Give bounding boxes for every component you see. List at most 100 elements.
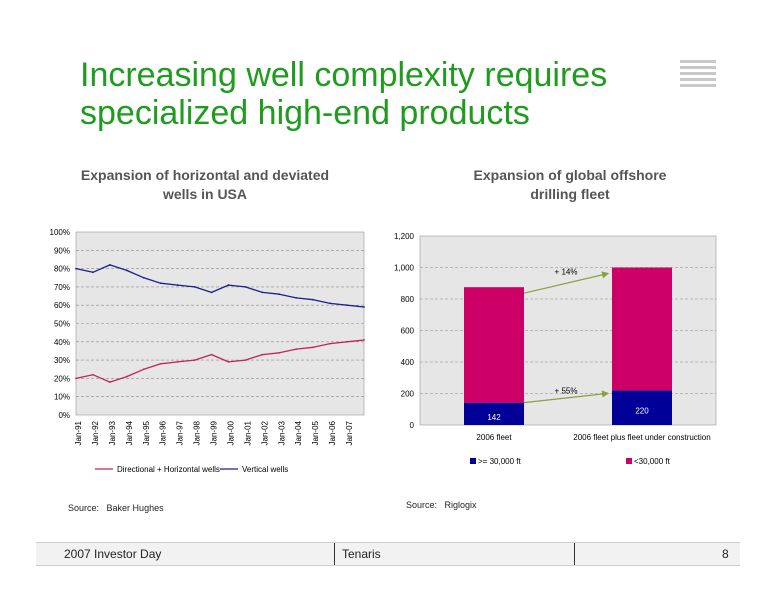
footer-company: Tenaris <box>342 547 381 561</box>
data-point <box>142 368 145 371</box>
right-source: Source: Riglogix <box>406 500 477 510</box>
right-source-label: Source: <box>406 500 438 510</box>
y-tick-label: 0 <box>410 421 415 430</box>
wells-line-chart: 0% 10% 20% 30% 40% 50% 60% 70% 80% 90% 100% Jan-91 J… <box>50 228 365 474</box>
growth-annotation: + 14% <box>555 267 578 276</box>
data-point <box>244 359 247 361</box>
plot-area <box>75 231 365 416</box>
data-point <box>176 361 179 363</box>
data-point <box>295 348 298 351</box>
data-point <box>210 353 213 356</box>
data-point <box>92 271 94 274</box>
legend-label: <30,000 ft <box>634 457 671 466</box>
footer-page-number: 8 <box>722 547 729 561</box>
x-tick-label: Jan-97 <box>176 420 185 445</box>
x-tick-label: Jan-93 <box>108 420 117 445</box>
data-point <box>176 284 179 286</box>
right-chart-title: Expansion of global offshore drilling fl… <box>420 166 720 204</box>
bar-segment-shallow <box>612 267 672 391</box>
right-chart-title-line-1: Expansion of global offshore <box>473 167 667 183</box>
left-chart-title: Expansion of horizontal and deviated wel… <box>40 166 370 204</box>
y-tick-label: 10% <box>54 393 70 402</box>
data-point <box>159 282 162 285</box>
legend-label: >= 30,000 ft <box>478 457 521 466</box>
y-tick-label: 400 <box>401 358 415 367</box>
x-tick-label: Jan-07 <box>345 420 354 445</box>
y-tick-label: 80% <box>54 265 70 274</box>
y-tick-label: 40% <box>54 338 70 347</box>
growth-annotation: + 55% <box>555 386 578 395</box>
x-tick-label: Jan-95 <box>142 420 151 445</box>
data-point <box>312 298 315 301</box>
legend-label: Vertical wells <box>242 465 288 474</box>
x-tick-label: Jan-96 <box>159 420 168 445</box>
x-tick-label: Jan-06 <box>328 420 337 445</box>
x-tick-label: Jan-91 <box>74 420 83 445</box>
y-tick-label: 600 <box>401 327 415 336</box>
data-point <box>125 375 128 378</box>
y-tick-label: 70% <box>54 283 70 292</box>
data-point <box>363 306 365 308</box>
left-source-value: Baker Hughes <box>106 503 164 513</box>
x-category-label: 2006 fleet plus fleet under construction <box>573 433 710 442</box>
data-point <box>108 264 111 266</box>
right-source-value: Riglogix <box>444 500 477 510</box>
footer-event: 2007 Investor Day <box>64 547 162 561</box>
x-tick-label: Jan-03 <box>277 420 286 445</box>
y-tick-label: 100% <box>50 228 70 237</box>
left-chart-title-line-2: wells in USA <box>162 186 248 202</box>
data-point <box>261 353 264 356</box>
data-point <box>108 381 111 383</box>
series-line-directional-horizontal <box>75 339 365 383</box>
data-point <box>142 276 145 279</box>
x-category-label: 2006 fleet <box>476 433 512 442</box>
legend-swatch <box>470 458 476 464</box>
x-tick-label: Jan-01 <box>243 420 252 445</box>
y-tick-label: 200 <box>401 390 415 399</box>
data-point <box>227 284 230 286</box>
data-point <box>75 267 77 270</box>
slide-title-line-1: Increasing well complexity requires <box>80 56 608 94</box>
logo-stripes-icon <box>680 60 716 90</box>
left-source: Source: Baker Hughes <box>68 503 164 513</box>
footer-divider <box>574 543 575 565</box>
data-point <box>125 269 128 272</box>
data-point <box>244 286 247 288</box>
growth-arrow-deep <box>523 390 610 404</box>
x-tick-label: Jan-00 <box>226 420 235 445</box>
bar-segment-shallow <box>464 287 524 403</box>
y-tick-label: 60% <box>54 301 70 310</box>
x-tick-label: Jan-02 <box>260 420 269 445</box>
slide-title-line-2: specialized high-end products <box>80 94 530 132</box>
footer-divider <box>334 543 335 565</box>
y-tick-label: 0% <box>58 411 70 420</box>
series-line-vertical <box>75 264 365 308</box>
y-tick-label: 20% <box>54 374 70 383</box>
bar-value-label: 220 <box>635 407 649 416</box>
data-point <box>92 373 94 376</box>
left-source-label: Source: <box>68 503 100 513</box>
data-point <box>295 296 298 299</box>
y-tick-label: 90% <box>54 246 70 255</box>
y-tick-label: 30% <box>54 356 70 365</box>
bar-value-label: 142 <box>487 413 501 422</box>
data-point <box>329 302 332 305</box>
data-point <box>210 291 213 294</box>
data-point <box>278 293 281 296</box>
data-point <box>329 342 332 345</box>
slide-title: Increasing well complexity requires spec… <box>80 56 680 132</box>
x-tick-label: Jan-04 <box>294 420 303 445</box>
x-tick-label: Jan-94 <box>125 420 134 445</box>
data-point <box>346 340 348 343</box>
y-tick-label: 800 <box>401 295 415 304</box>
y-tick-label: 1,200 <box>394 232 415 241</box>
y-tick-label: 1,000 <box>394 264 415 273</box>
y-tick-label: 50% <box>54 320 70 329</box>
growth-arrow-total <box>523 271 610 294</box>
legend-label: Directional + Horizontal wells <box>117 465 220 474</box>
data-point <box>346 304 348 307</box>
data-point <box>312 346 315 349</box>
x-tick-label: Jan-98 <box>193 420 202 445</box>
left-chart-title-line-1: Expansion of horizontal and deviated <box>80 167 330 183</box>
legend-swatch <box>626 458 632 464</box>
